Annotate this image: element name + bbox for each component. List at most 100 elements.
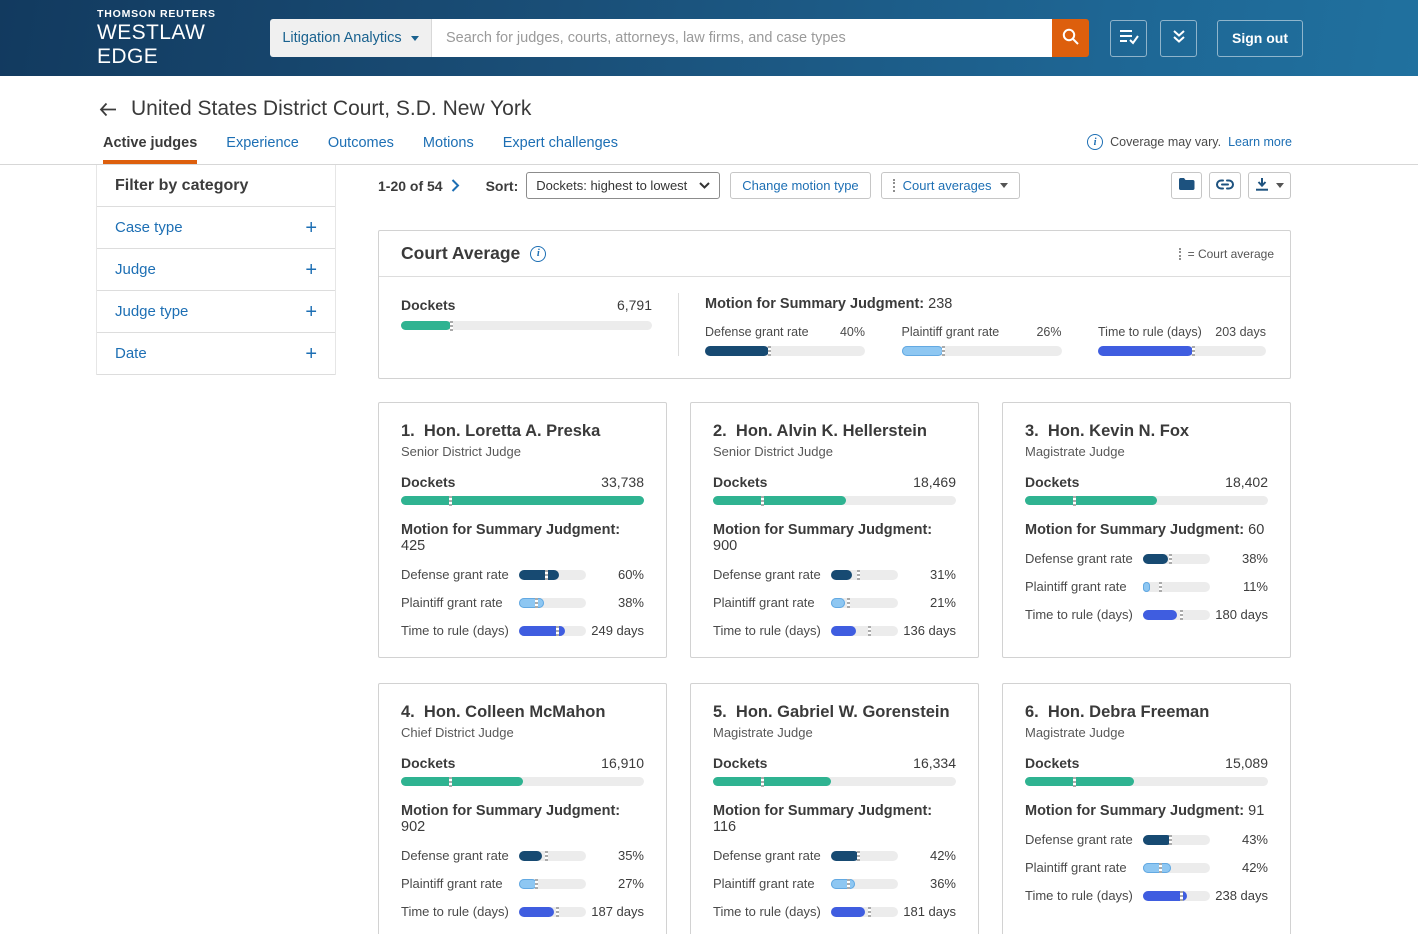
info-icon[interactable]: i — [1087, 134, 1103, 150]
bar-fill — [519, 598, 544, 608]
learn-more-link[interactable]: Learn more — [1228, 135, 1292, 149]
metric-bar — [519, 570, 586, 580]
judge-card[interactable]: 5. Hon. Gabriel W. GorensteinMagistrate … — [690, 683, 979, 934]
metric-value: 249 days — [586, 623, 644, 638]
metric-value: 21% — [898, 595, 956, 610]
plus-icon: + — [305, 260, 317, 280]
ca-dockets-value: 6,791 — [617, 297, 652, 313]
court-average-line-icon — [893, 179, 895, 192]
bar-fill — [831, 907, 865, 917]
westlaw-logo[interactable]: THOMSON REUTERS WESTLAW EDGE — [97, 8, 270, 69]
filter-label: Date — [115, 345, 147, 362]
dockets-label: Dockets — [713, 474, 767, 490]
metric-label: Time to rule (days) — [1025, 888, 1143, 903]
filter-judge-type[interactable]: Judge type+ — [97, 291, 335, 333]
tab-outcomes[interactable]: Outcomes — [328, 135, 394, 164]
filter-case-type[interactable]: Case type+ — [97, 207, 335, 249]
ca-time-metric: Time to rule (days)203 days — [1098, 325, 1266, 356]
page-title: United States District Court, S.D. New Y… — [131, 97, 531, 121]
judge-card[interactable]: 4. Hon. Colleen McMahon Chief District Ju… — [378, 683, 667, 934]
bar-fill — [401, 321, 451, 330]
metric-label: Plaintiff grant rate — [1025, 579, 1143, 594]
folder-icon — [1178, 177, 1195, 194]
metric-row: Plaintiff grant rate 21% — [713, 595, 956, 610]
tabs-strip: Active judges Experience Outcomes Motions Ex… — [0, 134, 1418, 165]
metric-label: Time to rule (days) — [401, 904, 519, 919]
plus-icon: + — [305, 302, 317, 322]
metric-row: Defense grant rate38% — [1025, 551, 1268, 566]
info-icon[interactable]: i — [530, 246, 546, 262]
sort-select[interactable]: Dockets: highest to lowest — [526, 172, 720, 199]
judge-name: 3. Hon. Kevin N. Fox — [1025, 422, 1268, 441]
msj-label: Motion for Summary Judgment: — [1025, 803, 1244, 819]
metric-row: Time to rule (days)238 days — [1025, 888, 1268, 903]
ca-defense-value: 40% — [840, 325, 865, 339]
dockets-value: 15,089 — [1225, 755, 1268, 771]
metric-value: 38% — [586, 595, 644, 610]
metric-bar — [401, 496, 644, 505]
metric-bar — [1143, 610, 1210, 620]
sign-out-button[interactable]: Sign out — [1217, 20, 1303, 57]
tab-expert-challenges[interactable]: Expert challenges — [503, 135, 618, 164]
tab-experience[interactable]: Experience — [226, 135, 299, 164]
back-arrow-icon[interactable] — [99, 102, 117, 117]
coverage-text: Coverage may vary. — [1110, 135, 1221, 149]
court-averages-button[interactable]: Court averages — [881, 172, 1020, 199]
court-average-marker — [545, 849, 548, 863]
download-button[interactable] — [1248, 172, 1291, 199]
judge-type: Magistrate Judge — [1025, 444, 1268, 459]
search-button[interactable] — [1052, 19, 1089, 57]
metric-row: Time to rule (days)136 days — [713, 623, 956, 638]
ca-plaintiff-bar-slot — [902, 346, 1062, 356]
judge-type: Senior District Judge — [401, 444, 644, 459]
pagination: 1-20 of 54 — [378, 178, 460, 194]
copy-link-button[interactable] — [1209, 172, 1241, 199]
chevron-down-icon — [1276, 183, 1284, 188]
filter-label: Judge — [115, 261, 156, 278]
court-average-marker — [1180, 608, 1183, 622]
search-scope-dropdown[interactable]: Litigation Analytics — [270, 19, 432, 57]
court-average-marker — [857, 849, 860, 863]
dockets-section: Dockets16,910 — [401, 755, 644, 786]
ca-msj-line: Motion for Summary Judgment: 238 — [705, 296, 1266, 312]
court-average-marker — [1169, 552, 1172, 566]
dockets-label: Dockets — [1025, 474, 1079, 490]
filter-date[interactable]: Date+ — [97, 333, 335, 375]
judge-card[interactable]: 1. Hon. Loretta A. PreskaSenior District… — [378, 402, 667, 658]
metric-row: Time to rule (days)187 days — [401, 904, 644, 919]
navbar-actions: Sign out — [1110, 20, 1303, 57]
court-averages-label: Court averages — [903, 178, 992, 193]
metric-value: 31% — [898, 567, 956, 582]
court-average-marker — [761, 494, 764, 507]
expand-panel-button[interactable] — [1160, 20, 1197, 57]
court-average-marker — [450, 319, 453, 332]
msj-label: Motion for Summary Judgment: — [713, 522, 932, 538]
metric-bar — [1143, 554, 1210, 564]
filter-judge[interactable]: Judge + — [97, 249, 335, 291]
tab-motions[interactable]: Motions — [423, 135, 474, 164]
judge-card[interactable]: 3. Hon. Kevin N. Fox Magistrate Judge Dock… — [1002, 402, 1291, 658]
change-motion-type-button[interactable]: Change motion type — [730, 172, 870, 199]
judge-card[interactable]: 6. Hon. Debra FreemanMagistrate JudgeDoc… — [1002, 683, 1291, 934]
tab-active-judges[interactable]: Active judges — [103, 135, 197, 164]
judge-type: Chief District Judge — [401, 725, 644, 740]
metric-label: Time to rule (days) — [713, 623, 831, 638]
judge-name: 4. Hon. Colleen McMahon — [401, 703, 644, 722]
metric-label: Defense grant rate — [401, 848, 519, 863]
save-to-folder-button[interactable] — [1171, 172, 1202, 199]
metric-label: Plaintiff grant rate — [713, 595, 831, 610]
list-check-icon — [1119, 28, 1139, 48]
search-input[interactable] — [432, 19, 1052, 57]
dockets-section: Dockets18,469 — [713, 474, 956, 505]
history-list-button[interactable] — [1110, 20, 1147, 57]
judge-name: 2. Hon. Alvin K. Hellerstein — [713, 422, 956, 441]
msj-value: 60 — [1244, 522, 1264, 538]
next-page-icon[interactable] — [451, 179, 460, 192]
judge-card[interactable]: 2. Hon. Alvin K. HellersteinSenior Distr… — [690, 402, 979, 658]
msj-value: 425 — [401, 538, 425, 554]
bar-fill — [831, 598, 845, 608]
court-average-marker — [449, 775, 452, 788]
search-icon — [1061, 27, 1080, 49]
metric-label: Plaintiff grant rate — [401, 876, 519, 891]
judge-grid: 1. Hon. Loretta A. PreskaSenior District… — [378, 402, 1291, 934]
